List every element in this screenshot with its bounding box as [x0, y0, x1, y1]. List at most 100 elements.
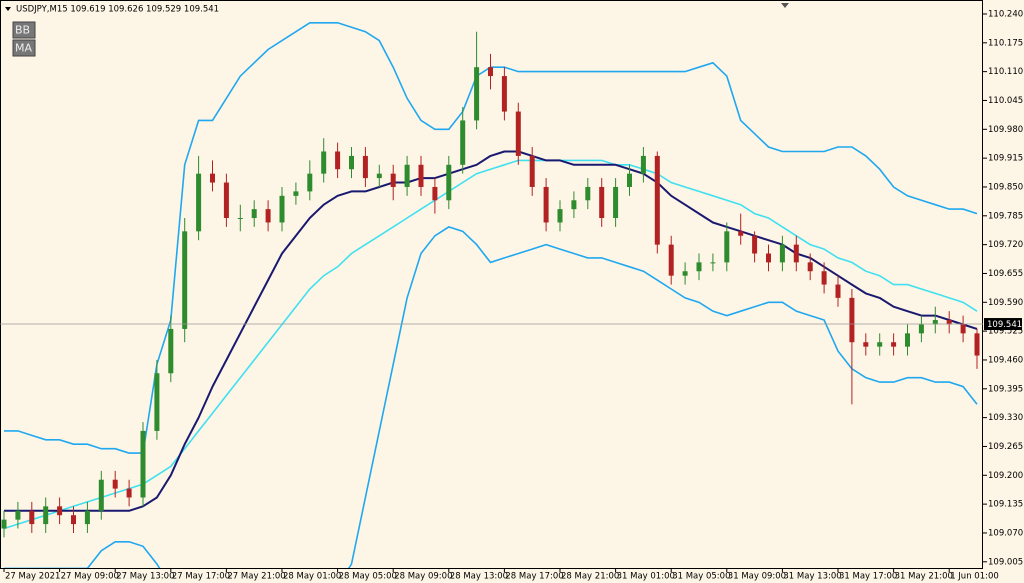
candle-body: [293, 191, 299, 196]
x-tick-label: 1 Jun 01:00: [950, 572, 999, 582]
candle-body: [557, 209, 563, 223]
candle-body: [237, 218, 243, 220]
x-tick-label: 27 May 09:00: [61, 572, 119, 582]
candle-body: [793, 244, 799, 263]
y-tick-label: 109.200: [988, 471, 1023, 481]
candle-body: [307, 173, 313, 192]
candle-body: [960, 324, 966, 334]
candle-body: [460, 120, 466, 165]
bb-button-label[interactable]: BB: [15, 24, 30, 37]
candle-body: [29, 510, 35, 525]
candle-body: [696, 262, 702, 272]
y-tick-label: 109.330: [988, 413, 1023, 423]
candle-body: [362, 155, 368, 179]
candle-body: [599, 186, 605, 219]
x-tick-label: 31 May 21:00: [895, 572, 953, 582]
candle-body: [251, 209, 257, 219]
candle-body: [126, 488, 132, 498]
candle-body: [168, 328, 174, 374]
candle-body: [905, 333, 910, 347]
candle-body: [807, 262, 813, 272]
candle-body: [418, 164, 424, 187]
candle-body: [140, 430, 146, 498]
x-tick-label: 28 May 05:00: [339, 572, 397, 582]
x-tick-label: 27 May 2021: [5, 572, 60, 582]
y-tick-label: 109.265: [988, 442, 1023, 452]
candle-body: [779, 244, 785, 263]
candle-body: [474, 67, 480, 121]
candle-body: [640, 155, 646, 174]
y-tick-label: 109.980: [988, 125, 1023, 135]
candle-body: [223, 182, 229, 219]
ma-button-label[interactable]: MA: [15, 42, 32, 55]
y-tick-label: 109.525: [988, 327, 1023, 337]
candle-body: [668, 244, 674, 276]
candle-body: [724, 231, 730, 263]
ma-button[interactable]: [12, 39, 36, 57]
candle-body: [210, 173, 215, 183]
candle-body: [488, 67, 493, 77]
candle-body: [849, 297, 855, 343]
bollinger-band-line: [4, 226, 978, 568]
candle-body: [182, 231, 188, 329]
y-tick-label: 109.590: [988, 298, 1023, 308]
candle-body: [71, 515, 76, 525]
menu-arrow[interactable]: [5, 7, 11, 11]
y-tick-label: 110.175: [988, 38, 1023, 48]
y-tick-label: 110.110: [988, 67, 1023, 77]
plot-area: [1, 22, 980, 568]
y-tick-label: 109.915: [988, 154, 1023, 164]
candle-body: [404, 164, 410, 187]
candle-body: [710, 262, 716, 264]
x-tick-label: 28 May 17:00: [505, 572, 563, 582]
candle-body: [390, 173, 396, 187]
x-tick-label: 31 May 05:00: [672, 572, 730, 582]
y-tick-label: 109.655: [988, 269, 1023, 279]
candle-body: [112, 479, 118, 489]
y-tick-label: 109.720: [988, 240, 1023, 250]
current-price-label: 109.541: [987, 320, 1022, 330]
x-tick-label: 31 May 13:00: [783, 572, 841, 582]
y-tick-label: 110.240: [988, 9, 1023, 19]
candle-body: [501, 76, 507, 112]
y-tick-label: 109.135: [988, 500, 1023, 510]
x-tick-label: 27 May 21:00: [227, 572, 285, 582]
current-price-box: [984, 318, 1022, 331]
candle-body: [821, 271, 827, 285]
y-tick-label: 109.785: [988, 211, 1023, 221]
candle-body: [196, 173, 202, 232]
candle-body: [15, 510, 21, 520]
candle-body: [627, 173, 632, 187]
candle-body: [835, 284, 841, 298]
candle-body: [57, 506, 63, 516]
candle-body: [154, 373, 160, 431]
candle-body: [432, 186, 438, 201]
x-tick-label: 28 May 01:00: [283, 572, 341, 582]
candle-body: [529, 155, 535, 187]
candle-body: [766, 253, 771, 263]
candle-body: [321, 151, 327, 174]
candle-body: [863, 342, 869, 347]
candle-body: [265, 209, 271, 223]
candle-body: [613, 186, 619, 219]
candle-body: [654, 155, 660, 245]
moving-average-line: [4, 150, 978, 512]
candle-body: [585, 186, 591, 201]
plot-frame: [0, 0, 983, 569]
bb-button[interactable]: [12, 21, 36, 39]
candle-body: [279, 195, 285, 223]
x-tick-label: 31 May 09:00: [728, 572, 786, 582]
candle-body: [738, 231, 744, 236]
bollinger-band-line: [3, 159, 978, 530]
chart-title: USDJPY,M15 109.619 109.626 109.529 109.5…: [16, 5, 219, 15]
candle-body: [571, 200, 577, 210]
x-tick-label: 31 May 01:00: [617, 572, 675, 582]
x-tick-label: 28 May 13:00: [450, 572, 508, 582]
shift-marker: [781, 3, 789, 8]
y-tick-label: 109.460: [988, 355, 1023, 365]
candle-body: [891, 342, 897, 347]
candle-body: [877, 342, 883, 347]
x-tick-label: 28 May 09:00: [394, 572, 452, 582]
